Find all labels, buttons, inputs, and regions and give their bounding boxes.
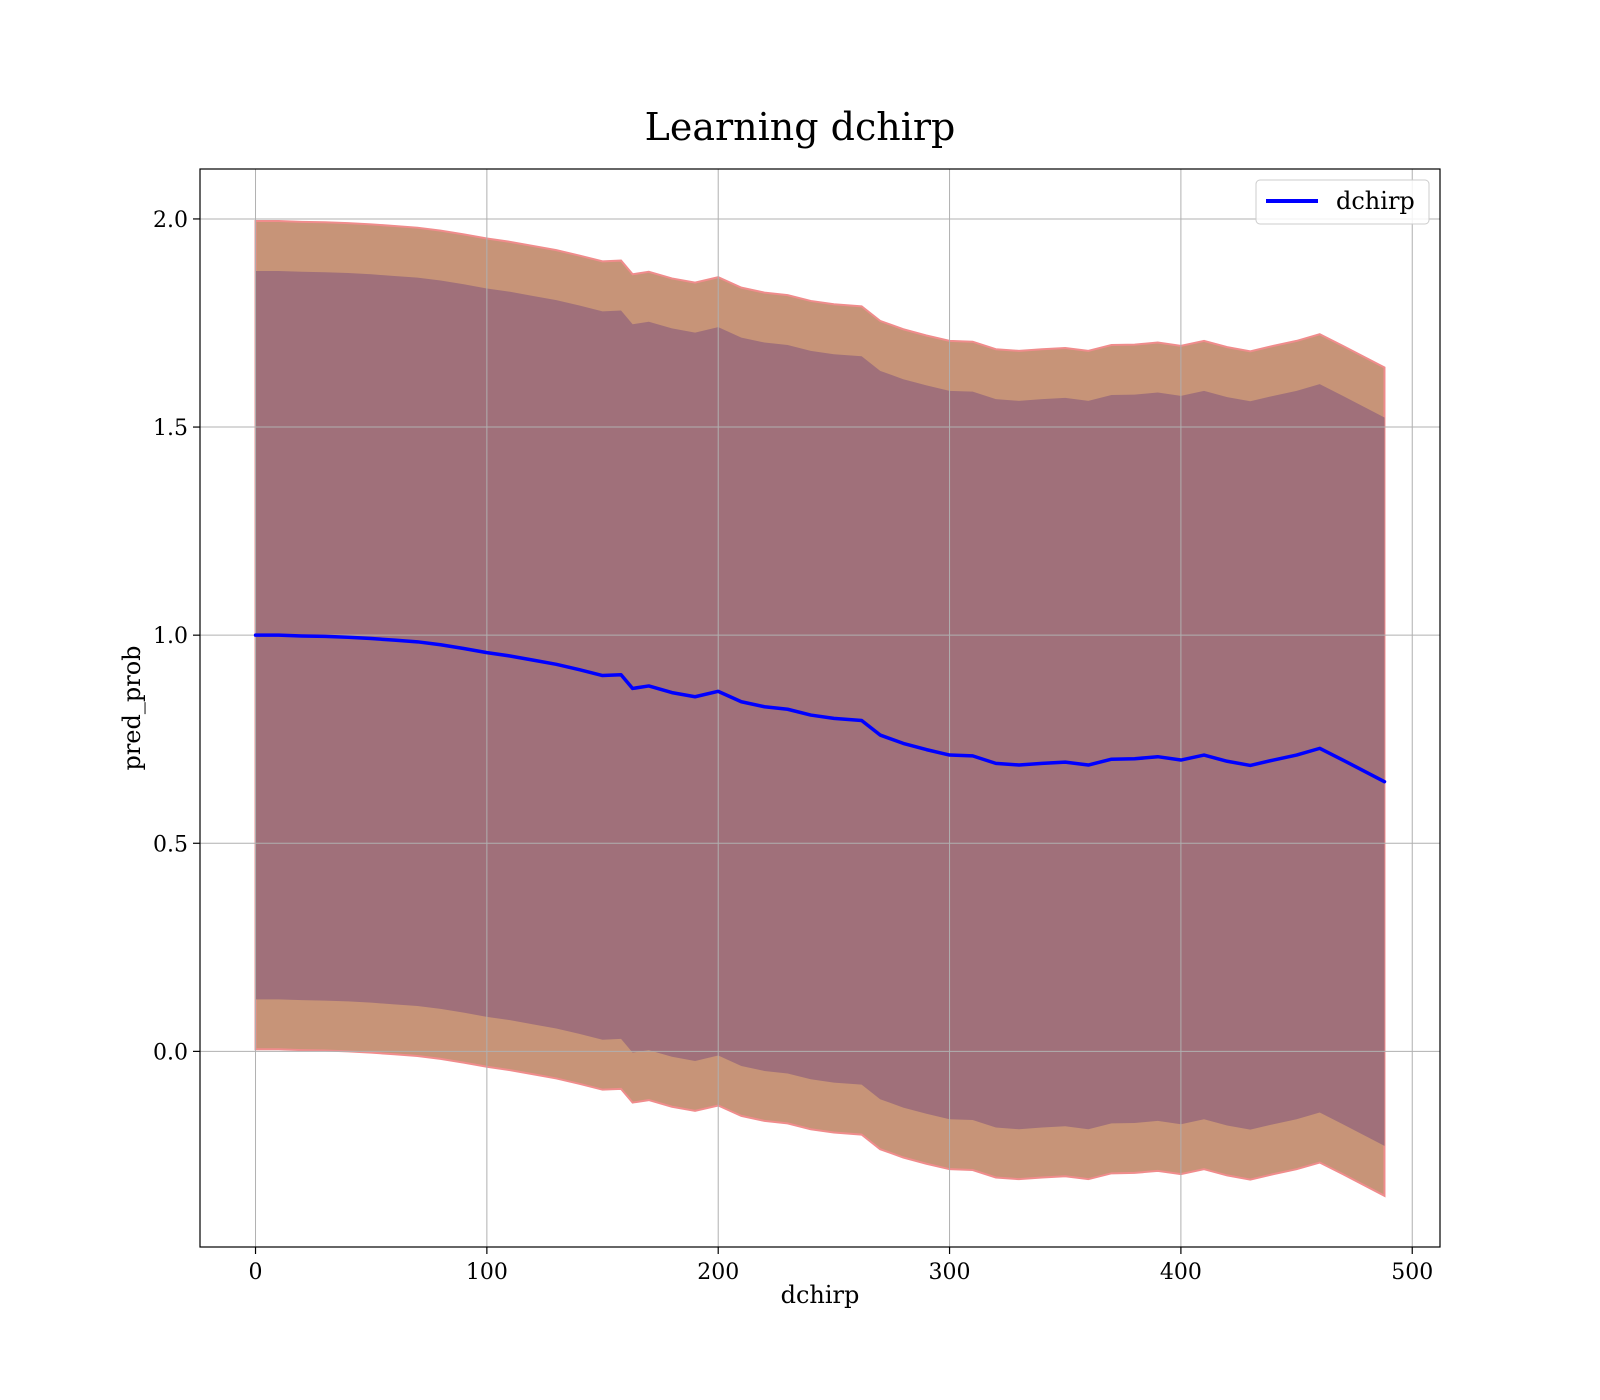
x-tick-label: 500 [1391, 1260, 1433, 1285]
chart-title: Learning dchirp [645, 105, 956, 149]
plot-area [200, 169, 1440, 1247]
legend-entry-label: dchirp [1336, 187, 1415, 215]
x-ticks: 0 100 200 300 400 500 [249, 1247, 1433, 1285]
x-tick-label: 200 [697, 1260, 739, 1285]
axes-frame [199, 168, 1441, 1248]
legend-box [1255, 179, 1430, 225]
x-tick-label: 100 [466, 1260, 508, 1285]
x-tick-label: 0 [249, 1260, 263, 1285]
y-tick-label: 0.5 [153, 832, 188, 857]
y-tick-label: 0.0 [153, 1040, 188, 1065]
x-tick-label: 300 [929, 1260, 971, 1285]
y-axis-label: pred_prob [118, 645, 146, 770]
x-tick-label: 400 [1160, 1260, 1202, 1285]
grid-layer [200, 169, 1440, 1247]
y-tick-label: 1.5 [153, 416, 188, 441]
y-tick-label: 2.0 [153, 208, 188, 233]
y-ticks: 0.0 0.5 1.0 1.5 2.0 [153, 208, 200, 1065]
band-inner [255, 270, 1385, 1146]
line-layer [253, 633, 1387, 784]
series-line-dchirp [253, 633, 1387, 784]
x-axis-label: dchirp [781, 1281, 860, 1309]
legend: dchirp [1255, 179, 1430, 225]
bands-layer [254, 220, 1386, 1198]
y-tick-label: 1.0 [153, 624, 188, 649]
